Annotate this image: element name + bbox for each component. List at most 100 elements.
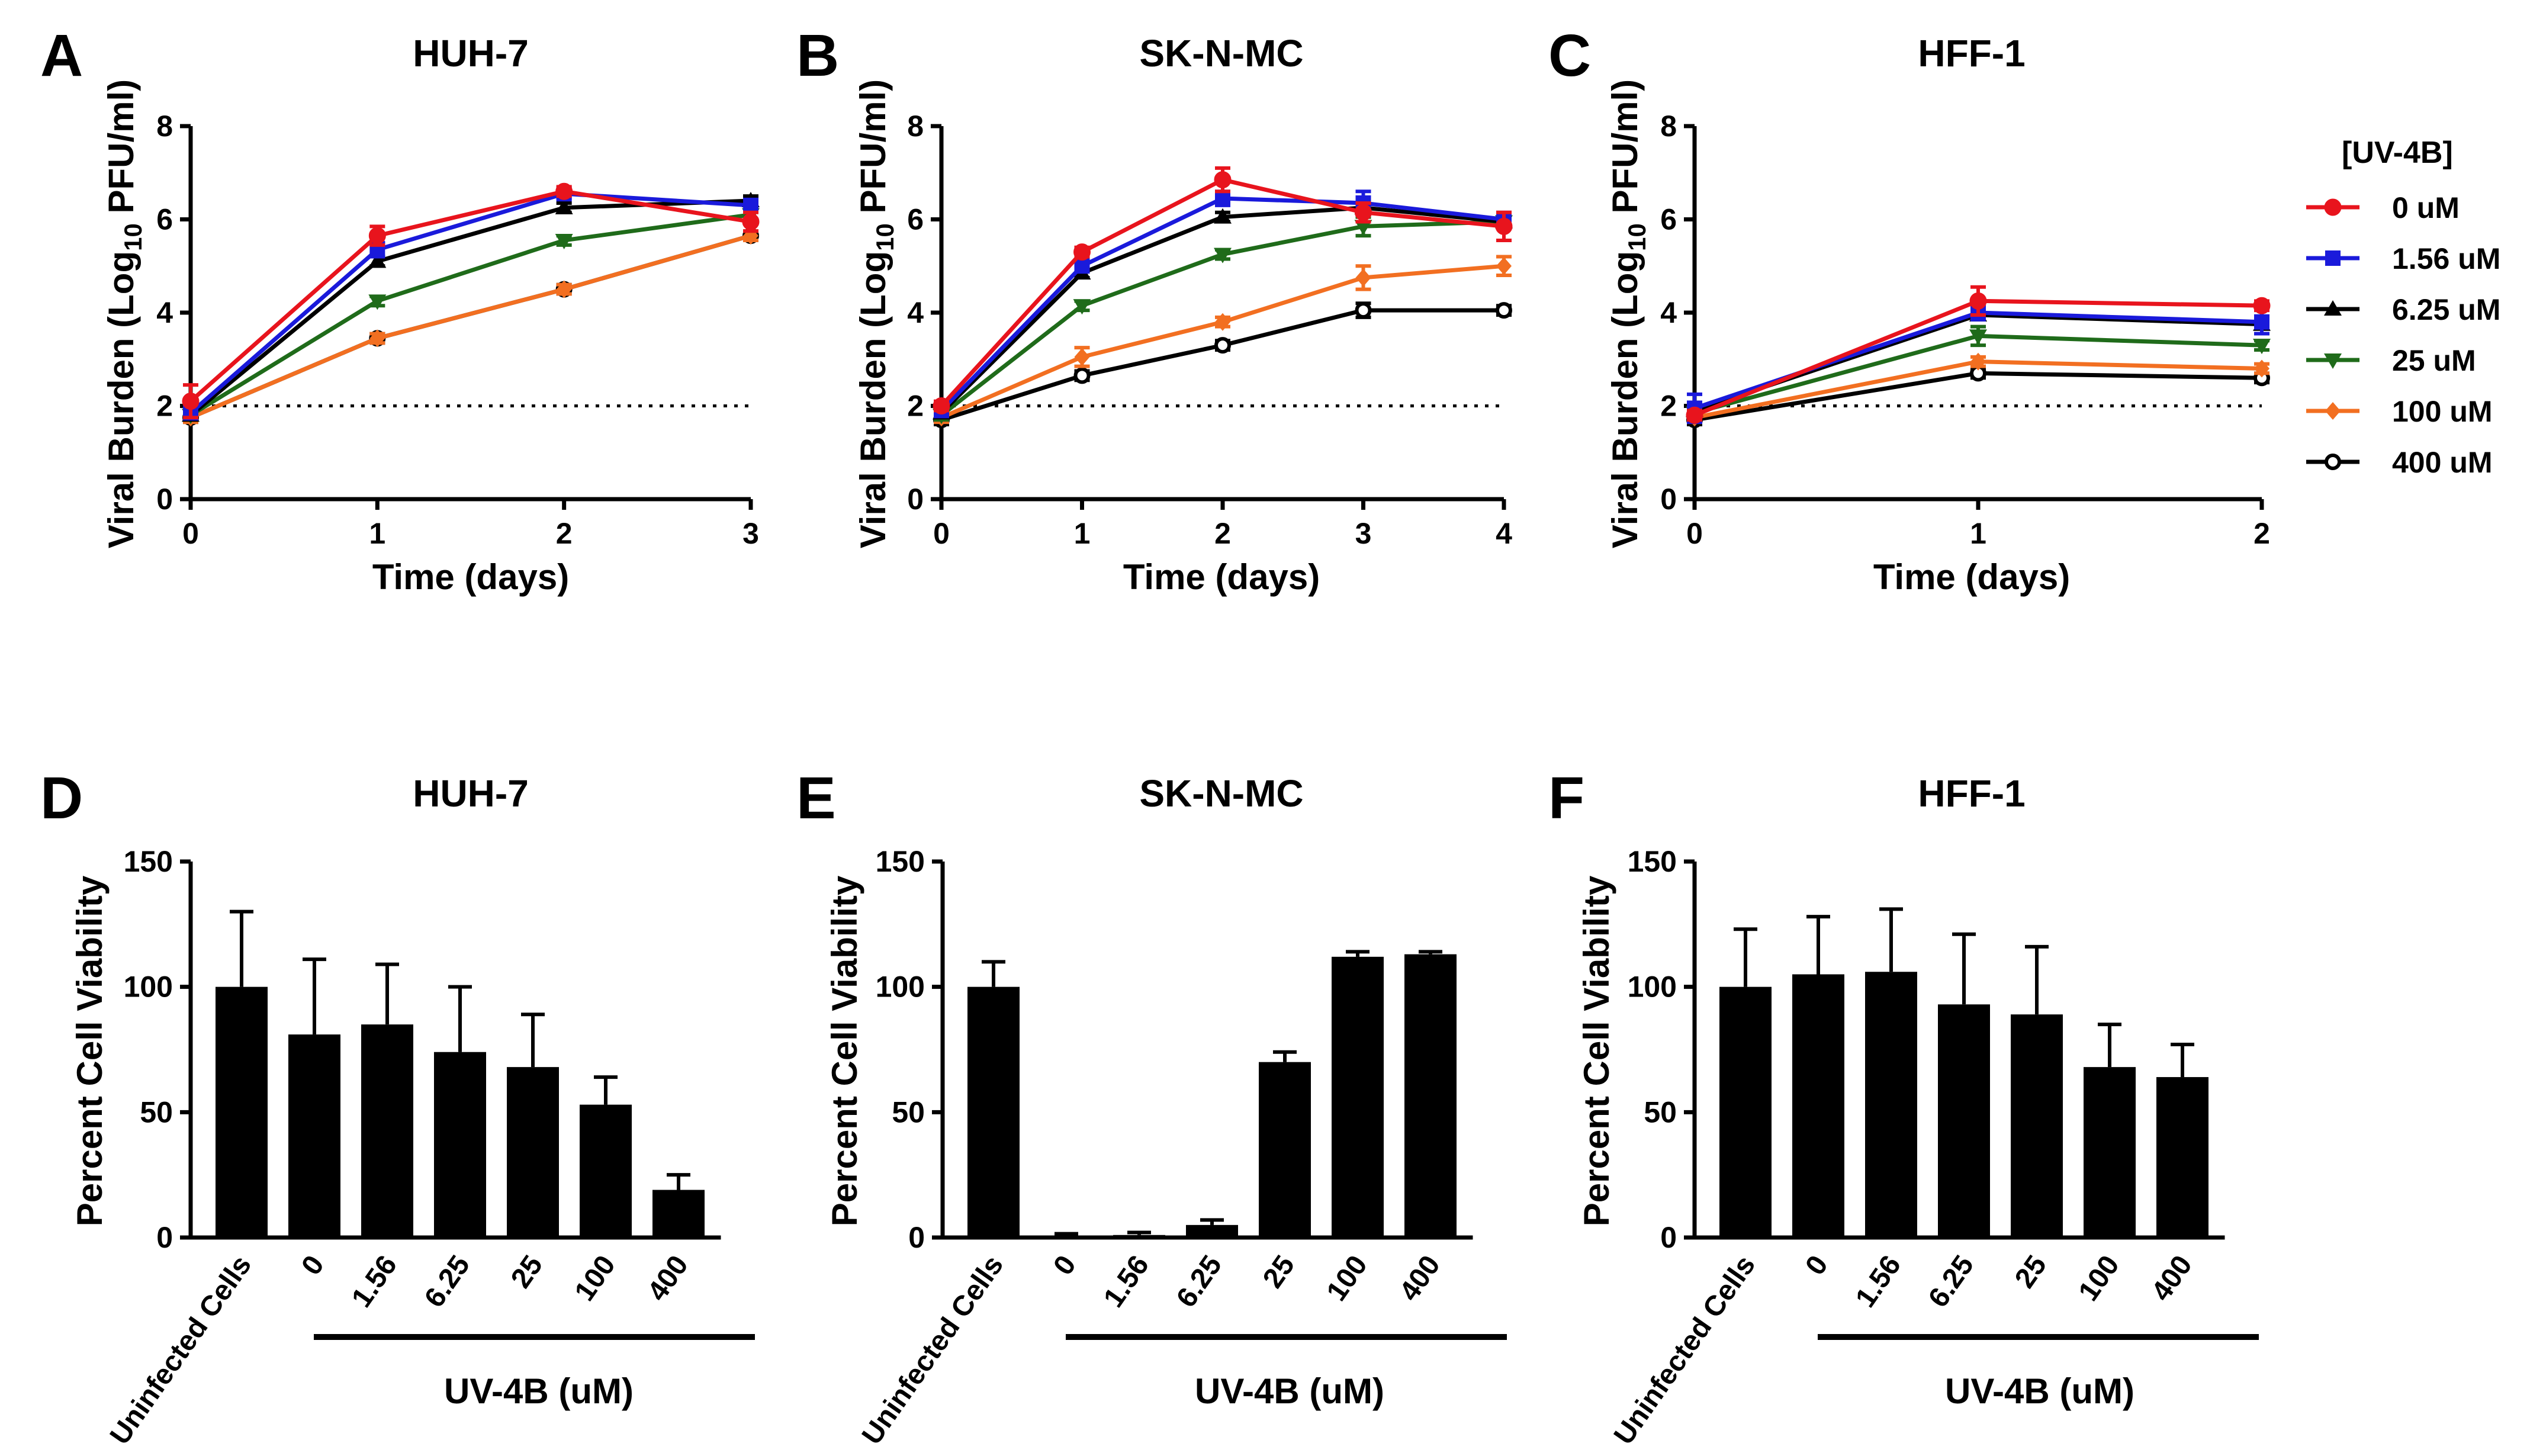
data-point-a-100-um — [369, 329, 385, 348]
x-tick-label-a: 3 — [742, 517, 759, 550]
data-point-b-25-um — [1354, 220, 1372, 236]
panel-letter-a: A — [40, 23, 83, 89]
y-tick-label-c: 8 — [1660, 110, 1677, 143]
category-label-f: 400 — [2146, 1250, 2198, 1307]
data-point-a-100-um — [556, 280, 572, 298]
category-label-e: 6.25 — [1171, 1250, 1228, 1313]
category-label-e: 25 — [1257, 1250, 1301, 1294]
y-tick-label-a: 2 — [156, 390, 173, 423]
panel-letter-e: E — [796, 765, 836, 831]
bar-f — [1938, 1004, 1990, 1238]
y-tick-label-a: 4 — [156, 296, 173, 329]
bar-d — [361, 1024, 413, 1238]
legend-title: [UV-4B] — [2342, 136, 2453, 170]
category-label-d: 0 — [295, 1250, 330, 1281]
data-point-c-0-um — [1969, 292, 1987, 310]
category-label-f: 0 — [1799, 1250, 1834, 1281]
y-axis-title-e: Percent Cell Viability — [825, 875, 864, 1226]
data-point-c-100-um — [1970, 352, 1986, 371]
panel-title-d: HUH-7 — [413, 772, 529, 815]
legend-marker-400-um — [2325, 454, 2341, 470]
y-tick-label-d: 50 — [140, 1095, 173, 1129]
y-tick-label-b: 0 — [907, 483, 924, 516]
y-axis-title-a-main: Viral Burden (Log — [101, 251, 141, 548]
bar-d — [580, 1104, 632, 1238]
data-point-c-1_56-um — [2254, 314, 2269, 330]
bar-f — [1792, 974, 1844, 1238]
panel-title-b: SK-N-MC — [1139, 32, 1303, 75]
legend-marker-25-um — [2324, 353, 2342, 369]
legend-label-1_56-um: 1.56 uM — [2392, 242, 2500, 275]
bar-d — [652, 1190, 705, 1238]
category-label-f: 1.56 — [1850, 1250, 1907, 1313]
y-axis-title-b-end: PFU/ml) — [853, 79, 893, 223]
x-axis-title-e: UV-4B (uM) — [1195, 1371, 1384, 1411]
y-tick-label-e: 0 — [908, 1221, 925, 1254]
legend: [UV-4B] 0 uM 1.56 uM 6.25 uM 25 uM 100 uM 400… — [2306, 136, 2500, 479]
bar-f — [2156, 1077, 2208, 1238]
data-point-b-25-um — [1214, 248, 1232, 263]
y-tick-label-d: 0 — [156, 1221, 173, 1254]
legend-label-25-um: 25 uM — [2392, 344, 2476, 377]
y-tick-label-d: 150 — [124, 845, 173, 878]
series-line-a-25-um — [189, 213, 751, 417]
data-point-a-25-um — [555, 233, 573, 249]
x-tick-label-b: 2 — [1214, 517, 1231, 550]
data-point-a-6_25-um — [368, 252, 387, 268]
x-tick-label-c: 0 — [1686, 517, 1703, 550]
data-point-b-400-um — [1214, 337, 1231, 354]
data-point-b-100-um — [1215, 313, 1230, 331]
legend-marker-1_56-um — [2325, 250, 2341, 266]
category-label-f: 25 — [2009, 1250, 2053, 1294]
data-point-a-25-um — [368, 294, 387, 310]
x-tick-label-a: 0 — [182, 517, 199, 550]
y-tick-label-b: 6 — [907, 203, 924, 236]
x-axis-title-b: Time (days) — [1123, 557, 1320, 597]
panel-b: B SK-N-MC 0 2 4 6 8 0 1 2 3 4 Time (days) Viral B… — [796, 23, 1513, 597]
bar-f — [2011, 1014, 2063, 1238]
y-tick-label-a: 0 — [156, 483, 173, 516]
panel-letter-c: C — [1548, 23, 1591, 89]
bar-e — [1186, 1224, 1238, 1238]
data-point-b-0-um — [1355, 204, 1372, 221]
y-axis-title-b-main: Viral Burden (Log — [853, 251, 893, 548]
x-axis-title-d: UV-4B (uM) — [444, 1371, 634, 1411]
x-tick-label-c: 2 — [2253, 517, 2270, 550]
data-point-a-0-um — [182, 393, 200, 410]
y-axis-title-c: Viral Burden (Log10 PFU/ml) — [1605, 79, 1651, 548]
data-point-b-400-um — [1073, 367, 1091, 384]
y-tick-label-b: 8 — [907, 110, 924, 143]
bar-e — [967, 986, 1020, 1238]
bar-f — [1719, 986, 1772, 1238]
data-point-a-0-um — [555, 182, 573, 200]
panel-a: A HUH-7 0 2 4 6 8 0 1 2 3 Time (days) Viral Burd… — [40, 23, 760, 597]
data-point-a-0-um — [742, 213, 760, 230]
y-tick-label-e: 100 — [876, 970, 925, 1004]
data-point-b-25-um — [1073, 299, 1091, 315]
bar-f — [2084, 1067, 2136, 1238]
data-point-c-25-um — [2253, 339, 2271, 355]
data-point-a-1_56-um — [743, 197, 758, 213]
y-tick-label-e: 150 — [876, 845, 925, 878]
data-point-b-100-um — [1355, 268, 1371, 287]
series-line-a-0-um — [189, 189, 751, 403]
panel-letter-b: B — [796, 23, 839, 89]
x-tick-label-b: 0 — [933, 517, 950, 550]
data-point-a-0-um — [368, 227, 386, 245]
line-plot-b: 0 2 4 6 8 0 1 2 3 4 — [907, 110, 1513, 550]
x-tick-label-c: 1 — [1970, 517, 1986, 550]
legend-label-0-um: 0 uM — [2392, 191, 2460, 224]
panel-letter-f: F — [1548, 765, 1584, 831]
y-tick-label-e: 50 — [892, 1095, 925, 1129]
y-axis-title-c-main: Viral Burden (Log — [1605, 251, 1645, 548]
category-label-d: 100 — [569, 1250, 622, 1307]
line-plot-c: 0 2 4 6 8 0 1 2 — [1660, 110, 2271, 550]
x-axis-title-f: UV-4B (uM) — [1945, 1371, 2134, 1411]
y-tick-label-b: 2 — [907, 390, 924, 423]
bar-e — [1259, 1062, 1311, 1238]
y-axis-title-a-end: PFU/ml) — [101, 79, 141, 223]
legend-marker-6_25-um — [2324, 300, 2342, 316]
